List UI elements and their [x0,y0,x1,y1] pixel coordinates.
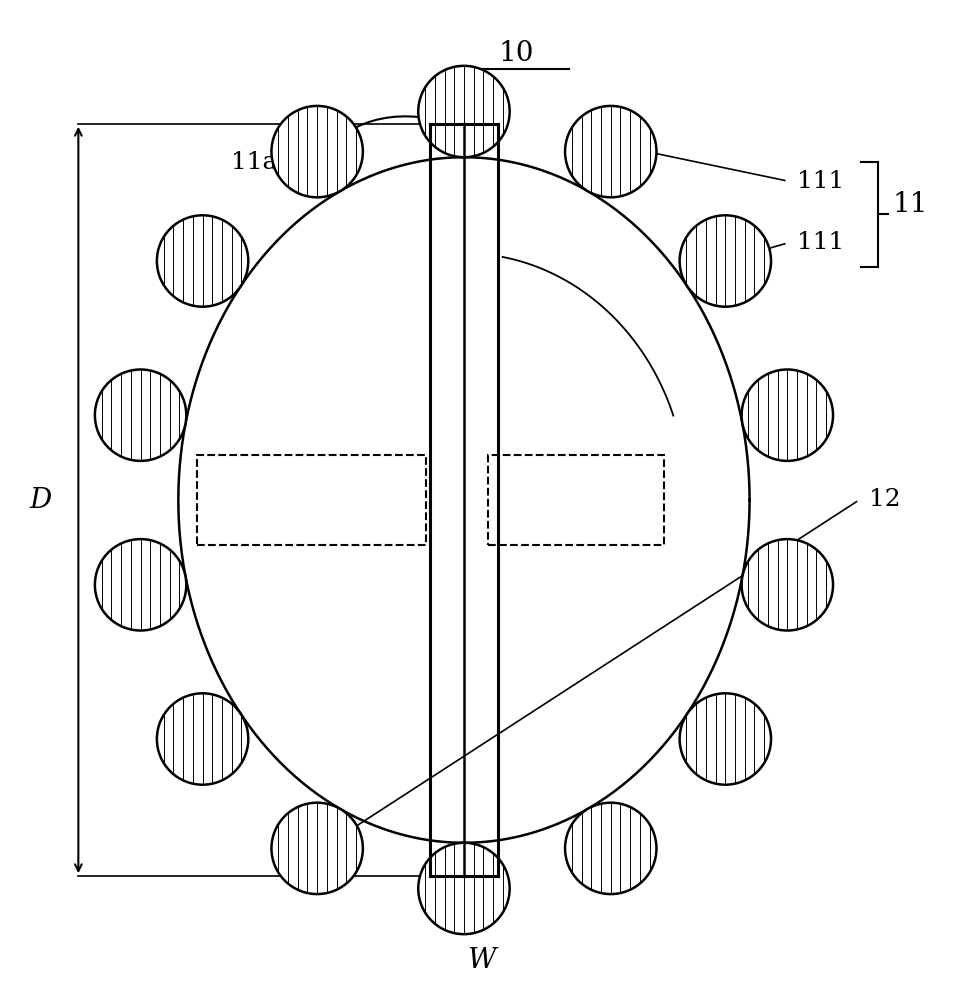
Bar [488,455,664,545]
Text: 11: 11 [893,191,928,218]
Circle shape [95,539,186,631]
Circle shape [271,803,363,894]
Text: D: D [29,487,51,514]
Circle shape [565,803,657,894]
Circle shape [680,215,771,307]
Circle shape [565,106,657,197]
Circle shape [271,106,363,197]
Text: 10: 10 [498,40,534,67]
Text: 111: 111 [797,170,844,193]
Circle shape [418,843,510,934]
Circle shape [418,66,510,157]
Circle shape [680,693,771,785]
Circle shape [95,369,186,461]
Text: 11a: 11a [231,151,277,174]
Circle shape [742,369,833,461]
Text: 111: 111 [797,231,844,254]
Circle shape [156,215,248,307]
Bar [197,455,426,545]
Text: 12: 12 [868,488,900,512]
Text: W: W [467,947,496,974]
Circle shape [742,539,833,631]
Circle shape [156,693,248,785]
